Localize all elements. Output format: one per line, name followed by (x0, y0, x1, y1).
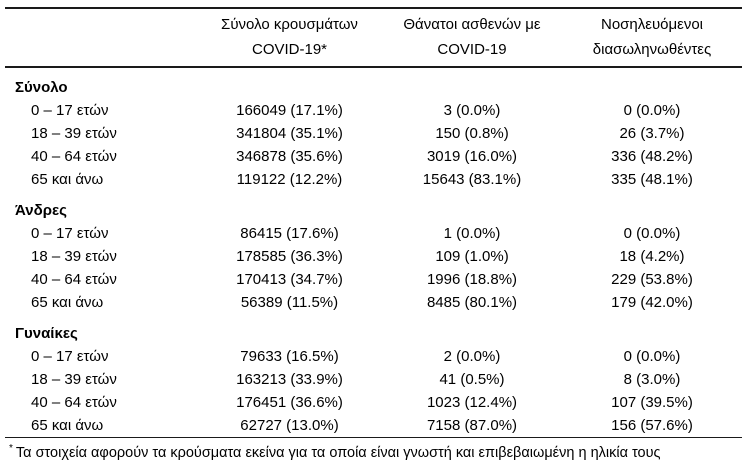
intubated-value: 0 (0.0%) (623, 225, 681, 242)
column-header-cases: Σύνολο κρουσμάτων COVID-19* (197, 8, 382, 68)
covid-age-table-wrap: Σύνολο κρουσμάτων COVID-19* Θάνατοι ασθε… (5, 7, 742, 463)
cases-value: 163213 (33.9%) (236, 371, 343, 388)
deaths-value: 3 (0.0%) (443, 102, 501, 119)
table-row: 0 – 17 ετών 86415 (17.6%) 1 (0.0%) 0 (0.… (5, 222, 742, 245)
table-row: 0 – 17 ετών 166049 (17.1%) 3 (0.0%) 0 (0… (5, 99, 742, 122)
deaths-value: 150 (0.8%) (435, 125, 509, 142)
footnote-text: Τα στοιχεία αφορούν τα κρούσματα εκείνα … (15, 445, 661, 461)
deaths-value: 109 (1.0%) (435, 248, 509, 265)
age-group-label: 18 – 39 ετών (31, 248, 117, 265)
section-header-row: Γυναίκες (5, 314, 742, 345)
column-header-intubated-line1: Νοσηλευόμενοι (600, 16, 703, 33)
section-title-men: Άνδρες (15, 202, 67, 219)
cases-value: 62727 (13.0%) (240, 417, 339, 434)
table-row: 18 – 39 ετών 341804 (35.1%) 150 (0.8%) 2… (5, 122, 742, 145)
column-header-empty (5, 8, 197, 68)
cases-value: 170413 (34.7%) (236, 271, 343, 288)
section-header-row: Σύνολο (5, 67, 742, 99)
intubated-value: 0 (0.0%) (623, 348, 681, 365)
table-row: 65 και άνω 56389 (11.5%) 8485 (80.1%) 17… (5, 291, 742, 314)
age-group-label: 0 – 17 ετών (31, 102, 109, 119)
table-footnote: * Τα στοιχεία αφορούν τα κρούσματα εκείνα… (5, 437, 742, 463)
intubated-value: 18 (4.2%) (619, 248, 685, 265)
footnote-asterisk: * (9, 443, 13, 455)
table-row: 0 – 17 ετών 79633 (16.5%) 2 (0.0%) 0 (0.… (5, 345, 742, 368)
deaths-value: 1 (0.0%) (443, 225, 501, 242)
age-group-label: 65 και άνω (31, 417, 104, 434)
cases-value: 79633 (16.5%) (240, 348, 339, 365)
age-group-label: 65 και άνω (31, 171, 104, 188)
intubated-value: 8 (3.0%) (623, 371, 681, 388)
column-header-deaths: Θάνατοι ασθενών με COVID-19 (382, 8, 562, 68)
cases-value: 176451 (36.6%) (236, 394, 343, 411)
age-group-label: 40 – 64 ετών (31, 148, 117, 165)
cases-value: 166049 (17.1%) (236, 102, 343, 119)
deaths-value: 2 (0.0%) (443, 348, 501, 365)
column-header-cases-line2: COVID-19* (251, 41, 328, 58)
column-header-deaths-line2: COVID-19 (437, 41, 507, 58)
column-header-deaths-line1: Θάνατοι ασθενών με (403, 16, 541, 33)
intubated-value: 0 (0.0%) (623, 102, 681, 119)
intubated-value: 107 (39.5%) (611, 394, 693, 411)
age-group-label: 18 – 39 ετών (31, 125, 117, 142)
table-row: 40 – 64 ετών 170413 (34.7%) 1996 (18.8%)… (5, 268, 742, 291)
deaths-value: 15643 (83.1%) (422, 171, 522, 188)
deaths-value: 1023 (12.4%) (426, 394, 518, 411)
table-header: Σύνολο κρουσμάτων COVID-19* Θάνατοι ασθε… (5, 8, 742, 68)
intubated-value: 229 (53.8%) (611, 271, 693, 288)
deaths-value: 7158 (87.0%) (426, 417, 518, 434)
intubated-value: 26 (3.7%) (619, 125, 685, 142)
section-title-total: Σύνολο (15, 79, 68, 96)
column-header-cases-line1: Σύνολο κρουσμάτων (221, 16, 358, 33)
intubated-value: 179 (42.0%) (611, 294, 693, 311)
table-row: 40 – 64 ετών 176451 (36.6%) 1023 (12.4%)… (5, 391, 742, 414)
cases-value: 86415 (17.6%) (240, 225, 339, 242)
covid-age-table: Σύνολο κρουσμάτων COVID-19* Θάνατοι ασθε… (5, 7, 742, 437)
age-group-label: 65 και άνω (31, 294, 104, 311)
column-header-intubated-line2: διασωληνωθέντες (592, 41, 712, 58)
section-header-row: Άνδρες (5, 191, 742, 222)
cases-value: 346878 (35.6%) (236, 148, 343, 165)
deaths-value: 3019 (16.0%) (426, 148, 518, 165)
table-row: 65 και άνω 62727 (13.0%) 7158 (87.0%) 15… (5, 414, 742, 437)
column-header-intubated: Νοσηλευόμενοι διασωληνωθέντες (562, 8, 742, 68)
cases-value: 178585 (36.3%) (236, 248, 343, 265)
age-group-label: 18 – 39 ετών (31, 371, 117, 388)
age-group-label: 0 – 17 ετών (31, 225, 109, 242)
table-row: 18 – 39 ετών 178585 (36.3%) 109 (1.0%) 1… (5, 245, 742, 268)
table-row: 40 – 64 ετών 346878 (35.6%) 3019 (16.0%)… (5, 145, 742, 168)
cases-value: 341804 (35.1%) (236, 125, 343, 142)
deaths-value: 8485 (80.1%) (426, 294, 518, 311)
age-group-label: 40 – 64 ετών (31, 394, 117, 411)
deaths-value: 41 (0.5%) (439, 371, 505, 388)
intubated-value: 336 (48.2%) (611, 148, 693, 165)
table-row: 65 και άνω 119122 (12.2%) 15643 (83.1%) … (5, 168, 742, 191)
cases-value: 56389 (11.5%) (240, 294, 339, 311)
section-title-women: Γυναίκες (15, 325, 78, 342)
age-group-label: 0 – 17 ετών (31, 348, 109, 365)
age-group-label: 40 – 64 ετών (31, 271, 117, 288)
intubated-value: 156 (57.6%) (611, 417, 693, 434)
deaths-value: 1996 (18.8%) (426, 271, 518, 288)
cases-value: 119122 (12.2%) (236, 171, 343, 188)
table-row: 18 – 39 ετών 163213 (33.9%) 41 (0.5%) 8 … (5, 368, 742, 391)
intubated-value: 335 (48.1%) (611, 171, 693, 188)
